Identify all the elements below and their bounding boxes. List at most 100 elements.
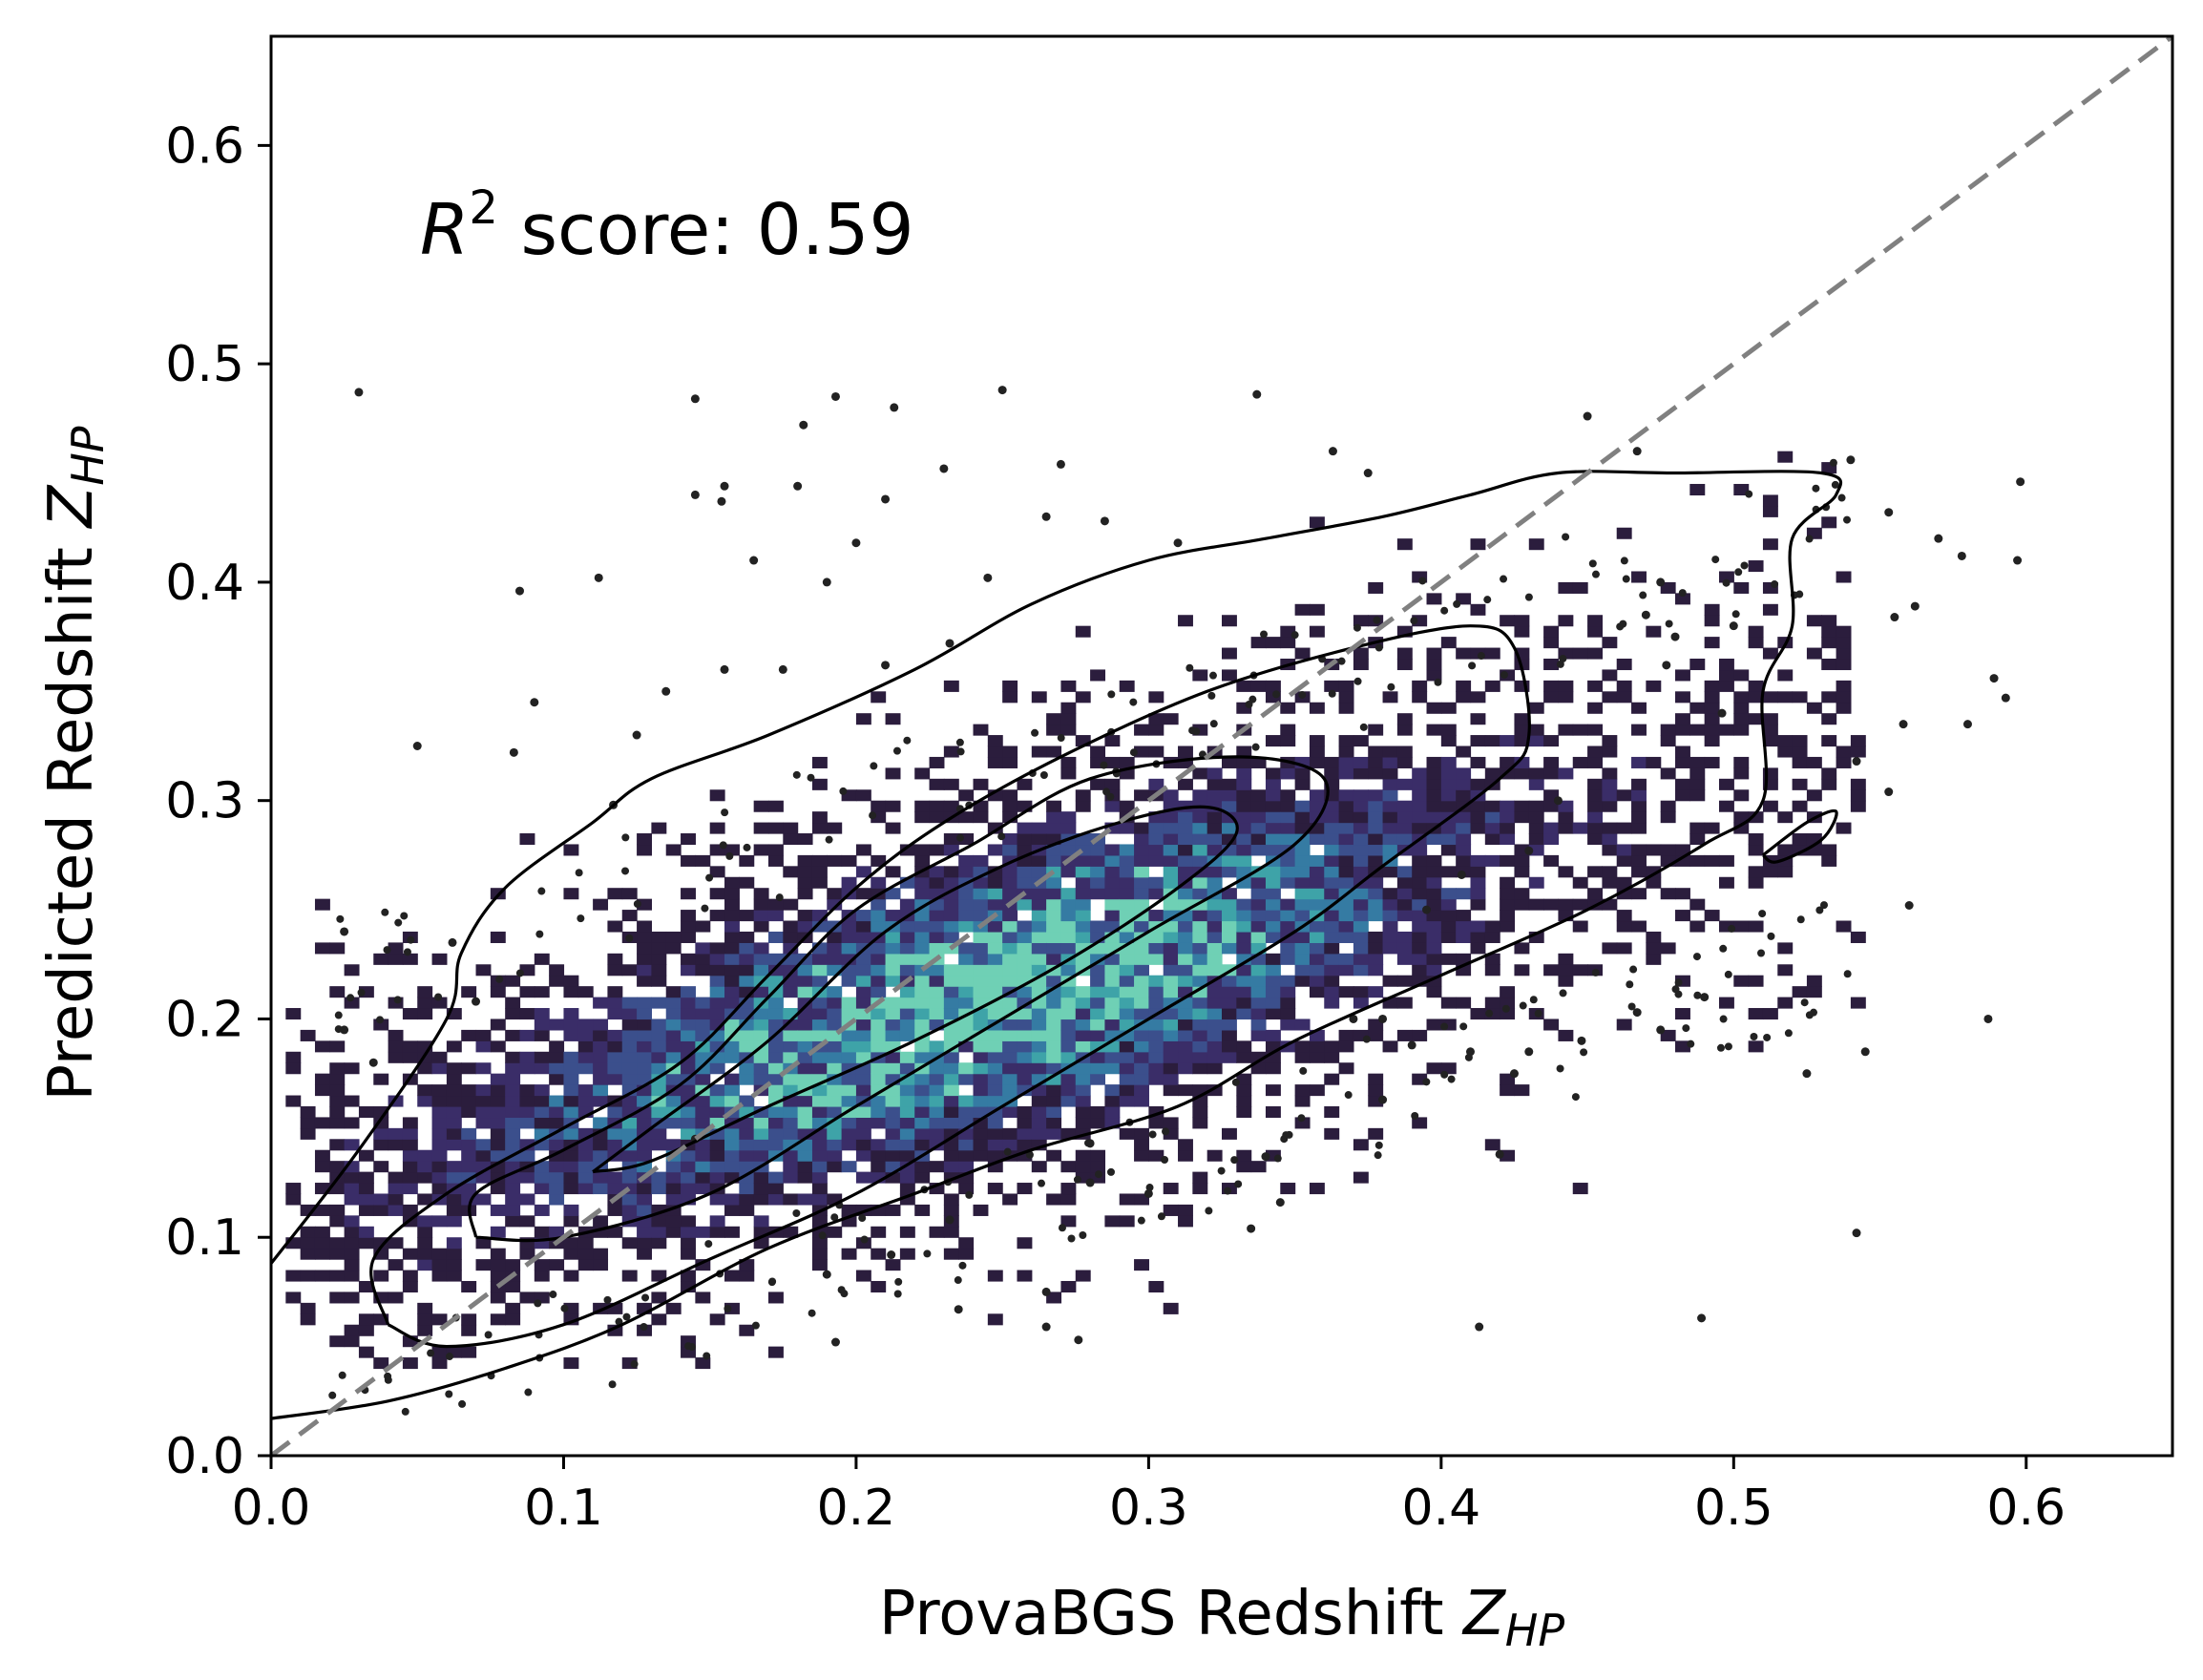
density-cell (1046, 724, 1062, 736)
density-cell (973, 975, 989, 987)
density-cell (1265, 888, 1281, 900)
density-cell (958, 1149, 975, 1162)
density-cell (1060, 888, 1077, 900)
density-cell (695, 1117, 711, 1129)
density-cell (1777, 997, 1794, 1009)
density-cell (1324, 800, 1340, 812)
scatter-point (1387, 682, 1395, 691)
density-cell (329, 1270, 346, 1282)
density-cell (973, 942, 989, 955)
density-cell (1294, 910, 1311, 922)
density-cell (1440, 997, 1457, 1009)
density-cell (783, 1127, 799, 1140)
density-cell (1353, 789, 1369, 802)
density-cell (1309, 516, 1325, 529)
density-cell (1660, 735, 1676, 747)
density-cell (958, 942, 975, 955)
density-cell (1500, 735, 1516, 747)
density-cell (1733, 789, 1750, 802)
density-cell (1104, 898, 1121, 911)
density-cell (1762, 735, 1778, 747)
density-cell (549, 1062, 565, 1075)
scatter-point (1173, 538, 1183, 548)
density-cell (1412, 964, 1428, 976)
density-cell (1456, 953, 1472, 965)
density-cell (1148, 854, 1164, 867)
density-cell (753, 1008, 769, 1020)
density-cell (1192, 888, 1208, 900)
density-cell (783, 1149, 799, 1162)
density-cell (431, 1215, 448, 1228)
density-cell (1646, 625, 1662, 638)
density-cell (1206, 931, 1223, 943)
scatter-point (1085, 1178, 1095, 1187)
density-cell (1002, 997, 1018, 1009)
density-cell (1104, 997, 1121, 1009)
density-cell (855, 1073, 871, 1085)
density-cell (1631, 724, 1647, 736)
density-cell (314, 942, 330, 955)
density-cell (811, 953, 828, 965)
density-cell (1060, 767, 1077, 780)
density-cell (811, 1139, 828, 1151)
density-cell (724, 920, 740, 933)
density-cell (1090, 1161, 1106, 1173)
scatter-point (822, 578, 831, 587)
density-cell (358, 1313, 374, 1326)
density-cell (1046, 1040, 1062, 1053)
density-cell (855, 1040, 871, 1053)
density-cell (1017, 1008, 1033, 1020)
density-cell (885, 800, 901, 812)
density-cell (1250, 876, 1267, 889)
scatter-point (1231, 1078, 1240, 1086)
density-cell (855, 931, 871, 943)
density-cell (1236, 1149, 1252, 1162)
density-cell (1075, 931, 1091, 943)
density-cell (914, 1084, 931, 1097)
density-cell (577, 1248, 594, 1260)
density-cell (475, 1117, 492, 1129)
density-cell (871, 876, 887, 889)
density-cell (973, 811, 989, 824)
density-cell (1426, 898, 1442, 911)
density-cell (1748, 844, 1764, 856)
density-cell (1353, 888, 1369, 900)
scatter-point (1890, 613, 1899, 622)
density-cell (534, 1084, 550, 1097)
density-cell (461, 1149, 477, 1162)
scatter-point (608, 1380, 617, 1389)
density-cell (300, 1117, 316, 1129)
density-cell (1075, 910, 1091, 922)
density-cell (519, 1029, 535, 1041)
density-cell (446, 1105, 462, 1119)
density-cell (505, 1139, 521, 1151)
density-cell (871, 1073, 887, 1085)
scatter-point (1362, 1035, 1371, 1043)
density-cell (1484, 931, 1500, 943)
scatter-point (1039, 771, 1048, 780)
density-cell (665, 1117, 682, 1129)
density-cell (1660, 811, 1676, 824)
density-cell (577, 1259, 594, 1271)
density-cell (1148, 1018, 1164, 1031)
density-cell (1368, 910, 1384, 922)
density-cell (1368, 1018, 1384, 1031)
density-cell (1558, 691, 1574, 704)
scatter-point (1580, 1048, 1588, 1057)
density-cell (1338, 800, 1354, 812)
density-cell (329, 986, 346, 998)
density-cell (1222, 1029, 1237, 1041)
density-cell (1222, 756, 1237, 768)
density-cell (300, 1302, 316, 1314)
scatter-point (1003, 1147, 1012, 1156)
scatter-point (1073, 1175, 1081, 1184)
density-cell (1514, 888, 1530, 900)
density-cell (1265, 898, 1281, 911)
density-cell (1178, 964, 1193, 976)
density-cell (1660, 844, 1676, 856)
density-cell (1850, 746, 1866, 758)
density-cell (1294, 800, 1311, 812)
density-cell (1236, 833, 1252, 846)
density-cell (1280, 910, 1296, 922)
density-cell (300, 1105, 316, 1119)
